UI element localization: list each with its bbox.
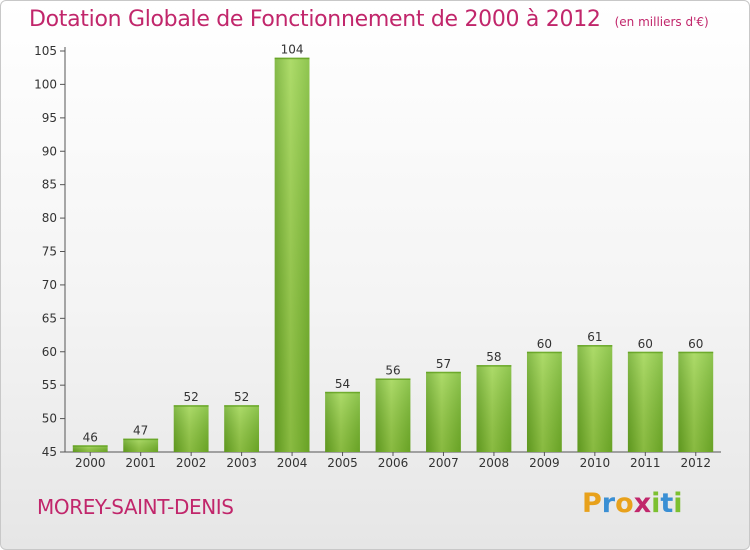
logo-letter: t [660, 488, 674, 519]
bar-value-label: 47 [133, 424, 148, 438]
bar-shade [627, 351, 663, 452]
y-tick-label: 80 [42, 211, 57, 225]
chart-title-text: Dotation Globale de Fonctionnement de 20… [29, 7, 601, 32]
bar-top-edge [173, 405, 209, 407]
y-tick-label: 95 [42, 111, 57, 125]
chart-title: Dotation Globale de Fonctionnement de 20… [29, 7, 709, 32]
y-tick-label: 90 [42, 144, 57, 158]
bar-shade [577, 345, 613, 452]
bar-group [72, 57, 714, 452]
city-name: MOREY-SAINT-DENIS [37, 495, 234, 519]
bar-shade [678, 351, 714, 452]
chart-axes: 45 50 55 60 65 70 75 80 85 90 95 100 105 [34, 44, 721, 459]
bar-shade [526, 351, 562, 452]
bar-value-label: 52 [184, 390, 199, 404]
y-tick-label: 105 [34, 44, 57, 58]
bar-top-edge [325, 391, 360, 394]
proxiti-logo[interactable]: Proxiti [582, 488, 683, 519]
x-tick-label: 2009 [529, 456, 560, 470]
bar-top-edge [123, 438, 159, 441]
y-tick-label: 60 [42, 345, 57, 359]
x-tick-label: 2010 [580, 456, 611, 470]
x-tick-label: 2003 [226, 456, 257, 470]
x-tick-label: 2006 [378, 456, 409, 470]
bar-shade [173, 405, 209, 452]
logo-letter: i [673, 488, 683, 519]
x-tick-label: 2004 [277, 456, 308, 470]
x-tick-label: 2008 [479, 456, 510, 470]
bar-shade [476, 365, 512, 452]
bar-value-label: 46 [83, 430, 98, 444]
logo-letter: o [615, 488, 634, 519]
y-tick-label: 50 [42, 412, 57, 426]
bar-top-edge [224, 405, 260, 407]
x-tick-label: 2000 [75, 456, 106, 470]
y-tick-label: 55 [42, 378, 57, 392]
bar-value-label: 60 [638, 337, 653, 351]
x-tick-label: 2012 [680, 456, 711, 470]
bar-value-label: 54 [335, 377, 350, 391]
bar-shade [72, 445, 108, 452]
y-tick-label: 70 [42, 278, 57, 292]
x-tick-label: 2011 [630, 456, 661, 470]
x-tick-label: 2001 [125, 456, 156, 470]
bar-value-label: 57 [436, 357, 451, 371]
bar-shade [325, 391, 360, 452]
bar-top-edge [627, 351, 663, 354]
bar-top-edge [274, 57, 310, 60]
x-tick-label: 2005 [327, 456, 358, 470]
chart-unit-label: (en milliers d'€) [614, 15, 709, 29]
bar-value-label: 56 [385, 363, 400, 377]
y-tick-label: 75 [42, 245, 57, 259]
logo-letter: i [651, 488, 661, 519]
bar-top-edge [375, 378, 411, 380]
bar-shade [224, 405, 260, 452]
bar-shade [375, 378, 411, 452]
bar-value-label: 60 [537, 337, 552, 351]
bar-top-edge [678, 351, 714, 354]
bar-value-label: 60 [688, 337, 703, 351]
bar-top-edge [426, 371, 461, 374]
bar-value-label: 58 [486, 350, 501, 364]
bar-value-label: 61 [587, 330, 602, 344]
y-tick-label: 45 [42, 445, 57, 459]
bar-top-edge [526, 351, 562, 354]
x-tick-label: 2002 [176, 456, 207, 470]
label-group: 46 2000 47 2001 52 2002 52 2003 104 2004 54 2005 56 2… [75, 43, 711, 470]
y-tick-label: 85 [42, 178, 57, 192]
bar-top-edge [577, 345, 613, 347]
bar-value-label: 104 [281, 43, 304, 57]
y-tick-label: 65 [42, 311, 57, 325]
bar-top-edge [476, 365, 512, 367]
bar-shade [426, 371, 461, 452]
bar-shade [123, 438, 159, 452]
logo-letter: P [582, 488, 602, 519]
y-tick-label: 100 [34, 77, 57, 91]
x-tick-label: 2007 [428, 456, 459, 470]
logo-letter: r [601, 488, 616, 519]
bar-shade [274, 57, 310, 452]
bar-top-edge [72, 445, 108, 447]
logo-letter: x [633, 488, 652, 519]
bar-value-label: 52 [234, 390, 249, 404]
